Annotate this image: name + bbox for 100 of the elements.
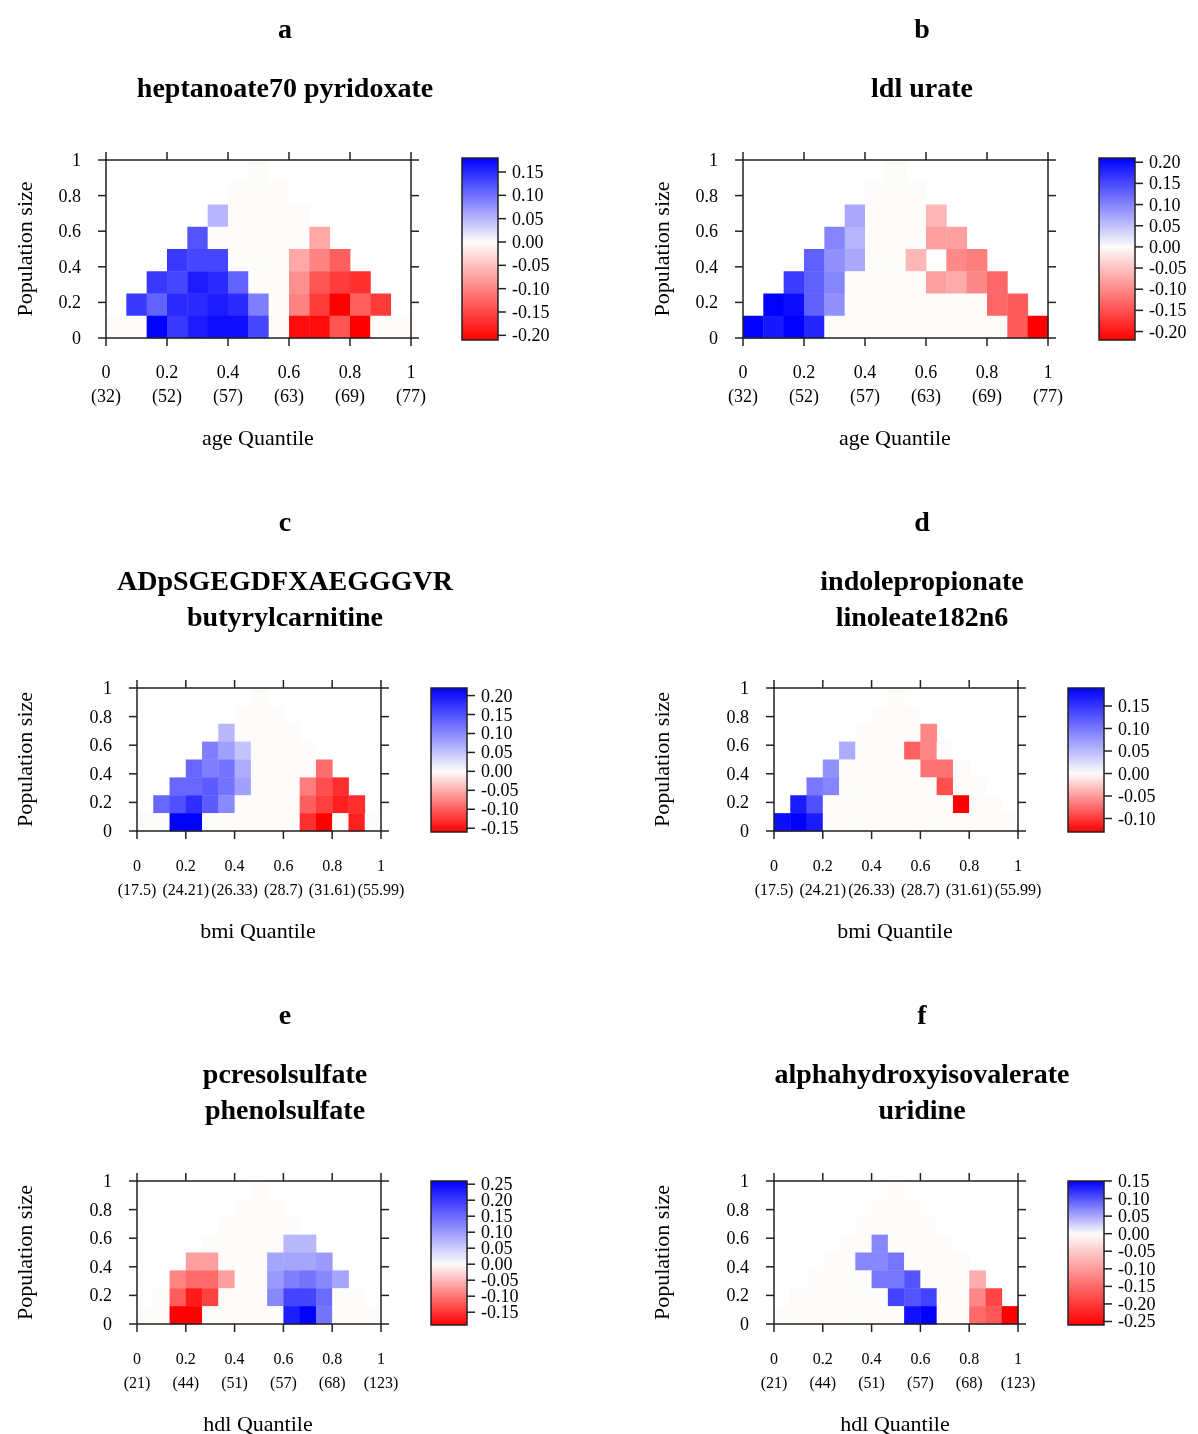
y-tick-label: 1 xyxy=(72,150,81,170)
x-tick-label: 1 xyxy=(406,362,416,382)
x-tick-label: 0.6 xyxy=(273,857,294,874)
x-tick-label: 1 xyxy=(1014,857,1022,874)
text: (57) xyxy=(850,386,880,407)
color-bar-label: 0.15 xyxy=(512,162,544,182)
y-tick-label: 0.4 xyxy=(726,1256,749,1277)
y-tick-label: 0.8 xyxy=(695,185,718,206)
color-bar-label: -0.10 xyxy=(481,799,519,820)
y-tick-label: 0.4 xyxy=(89,1256,112,1277)
text: (69) xyxy=(335,386,365,407)
y-tick-label: 1 xyxy=(103,678,112,698)
color-bar-label: 0.00 xyxy=(512,232,544,252)
x-tick-label: 0.2 xyxy=(792,362,816,382)
x-tick-label: 0 xyxy=(770,857,778,874)
color-bar-label: -0.15 xyxy=(512,302,550,322)
text: (57) xyxy=(270,1374,297,1392)
y-tick-label: 0.6 xyxy=(726,735,749,756)
text: (77) xyxy=(1033,386,1063,407)
x-tick-label: 0.8 xyxy=(322,1350,343,1367)
x-axis-title: bmi Quantile xyxy=(200,918,316,943)
color-bar-label: 0.15 xyxy=(1149,173,1181,194)
x-tick-label: 0.4 xyxy=(224,1350,245,1367)
chart-subtitle: heptanoate70 pyridoxate xyxy=(136,72,434,103)
color-bar-label: 0.10 xyxy=(481,723,513,744)
color-bar-label: 0.15 xyxy=(1118,696,1150,716)
color-bar-label: -0.15 xyxy=(1149,300,1187,321)
chart-subtitle: pcresolsulfate phenolsulfate xyxy=(202,1058,368,1125)
text: (51) xyxy=(858,1374,885,1392)
text: (32) xyxy=(728,386,758,407)
color-bar-label: 0.05 xyxy=(1118,741,1150,761)
color-bar-label: 0.10 xyxy=(1118,718,1150,739)
text: (17.5) xyxy=(754,881,794,899)
text: (68) xyxy=(318,1374,346,1392)
color-bar-label: 0.00 xyxy=(1149,236,1181,257)
text: (44) xyxy=(809,1374,837,1392)
y-tick-label: 1 xyxy=(740,1171,749,1191)
y-tick-label: 0.2 xyxy=(58,292,81,313)
x-axis-title: hdl Quantile xyxy=(203,1411,313,1434)
x-axis-title: hdl Quantile xyxy=(840,1411,950,1434)
text: (69) xyxy=(972,386,1002,407)
text: (123) xyxy=(1000,1374,1036,1392)
x-tick-label: 0.2 xyxy=(175,1350,196,1367)
x-tick-label: 0.4 xyxy=(861,1350,882,1367)
x-tick-label: 0.6 xyxy=(273,1350,294,1367)
y-tick-label: 0 xyxy=(709,328,718,348)
x-tick-label: 1 xyxy=(377,1350,385,1367)
x-axis-title: bmi Quantile xyxy=(837,918,953,943)
y-tick-label: 0.8 xyxy=(726,1199,749,1220)
y-tick-label: 0.6 xyxy=(726,1228,749,1249)
color-bar-label: 0.20 xyxy=(1149,152,1181,173)
x-tick-label: 1 xyxy=(377,857,385,874)
text: (17.5) xyxy=(117,881,157,899)
y-tick-label: 0 xyxy=(103,821,112,841)
y-axis-title: Population size xyxy=(12,181,37,317)
text: (24.21) xyxy=(162,881,210,899)
x-tick-label: 0.2 xyxy=(812,857,833,874)
color-bar-label: 0.15 xyxy=(1118,1171,1150,1191)
text: (21) xyxy=(760,1374,788,1392)
x-tick-label: 1 xyxy=(1043,362,1053,382)
text: (55.99) xyxy=(994,881,1042,899)
y-axis-title: Population size xyxy=(649,1184,674,1321)
y-tick-label: 0.8 xyxy=(726,706,749,727)
color-bar-label: -0.15 xyxy=(481,1302,519,1323)
color-bar-label: 0.10 xyxy=(1118,1188,1150,1209)
y-tick-label: 0.2 xyxy=(695,292,718,313)
y-tick-label: 0.6 xyxy=(58,221,81,242)
text: (51) xyxy=(221,1374,248,1392)
y-axis-title: Population size xyxy=(649,691,674,828)
y-tick-label: 0 xyxy=(103,1314,112,1334)
color-bar-label: -0.20 xyxy=(1149,321,1187,342)
text: (63) xyxy=(274,386,304,407)
color-bar-label: 0.15 xyxy=(481,704,513,725)
y-axis-title: Population size xyxy=(649,181,674,317)
text: (77) xyxy=(396,386,426,407)
y-axis-title: Population size xyxy=(12,1184,37,1321)
x-tick-label: 0.4 xyxy=(216,362,240,382)
color-bar-label: 0.05 xyxy=(1149,215,1181,236)
y-tick-label: 0.2 xyxy=(726,1285,749,1306)
color-bar-label: 0.05 xyxy=(481,742,513,763)
color-bar-label: -0.15 xyxy=(481,818,519,839)
x-tick-label: 0.8 xyxy=(338,362,362,382)
y-tick-label: 0 xyxy=(740,1314,749,1334)
x-tick-label: 0.2 xyxy=(155,362,179,382)
x-tick-label: 0.6 xyxy=(277,362,301,382)
y-tick-label: 1 xyxy=(103,1171,112,1191)
text: (26.33) xyxy=(211,881,258,899)
chart-title: b xyxy=(914,13,930,44)
y-tick-label: 0.4 xyxy=(726,763,749,784)
color-bar-label: 0.00 xyxy=(1118,763,1150,784)
text: (21) xyxy=(123,1374,151,1392)
x-tick-label: 0.6 xyxy=(910,1350,931,1367)
chart-title: a xyxy=(278,13,292,44)
x-tick-label: 0.6 xyxy=(914,362,938,382)
y-tick-label: 0.4 xyxy=(695,256,718,277)
chart-subtitle: alphahydroxyisovalerate uridine xyxy=(774,1058,1070,1125)
color-bar-label: -0.20 xyxy=(512,325,550,346)
text: (44) xyxy=(172,1374,200,1392)
text: (55.99) xyxy=(357,881,405,899)
color-bar-label: 0.05 xyxy=(512,208,544,229)
